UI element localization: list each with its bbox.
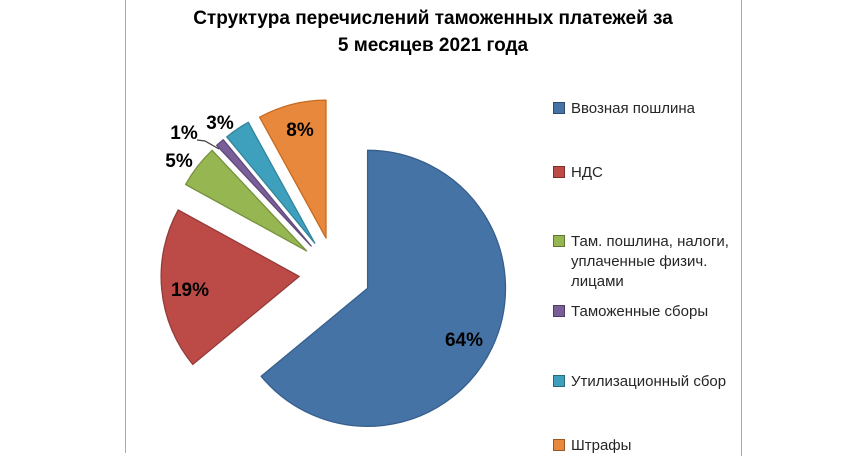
legend-swatch	[553, 439, 565, 451]
legend-swatch	[553, 102, 565, 114]
legend-item-1[interactable]: НДС	[553, 163, 603, 183]
pie-slice-1[interactable]	[160, 209, 300, 366]
legend-item-4[interactable]: Утилизационный сбор	[553, 372, 726, 392]
chart-title: Структура перечислений таможенных платеж…	[193, 8, 673, 56]
legend-swatch	[553, 305, 565, 317]
legend: Ввозная пошлина НДС Там. пошлина, налоги, …	[553, 0, 739, 461]
legend-item-label: НДС	[571, 164, 603, 181]
pie-slice-3[interactable]	[216, 139, 312, 247]
legend-item-label: Штрафы	[571, 437, 632, 454]
legend-swatch	[553, 235, 565, 247]
pie-data-label: 5%	[165, 151, 193, 172]
pie-data-label: 3%	[206, 113, 234, 134]
pie-data-label: 8%	[286, 120, 314, 141]
pie-slice-2[interactable]	[184, 149, 308, 252]
pie-data-label: 1%	[170, 123, 198, 144]
chart-border-left	[125, 0, 126, 453]
legend-item-0[interactable]: Ввозная пошлина	[553, 99, 695, 119]
legend-item-2[interactable]: Там. пошлина, налоги, уплаченные физич. …	[553, 232, 729, 292]
pie-data-label: 19%	[170, 280, 210, 301]
pie-slice-4[interactable]	[226, 121, 316, 244]
legend-item-5[interactable]: Штрафы	[553, 436, 631, 456]
pie-data-label: 64%	[444, 330, 484, 351]
legend-item-label: Там. пошлина, налоги, уплаченные физич. …	[571, 233, 729, 290]
legend-item-label: Ввозная пошлина	[571, 100, 696, 117]
legend-item-label: Таможенные сборы	[571, 303, 709, 320]
chart-border-right	[741, 0, 742, 456]
pie-slice-0[interactable]	[260, 149, 507, 427]
legend-swatch	[553, 375, 565, 387]
legend-item-label: Утилизационный сбор	[571, 373, 727, 390]
legend-swatch	[553, 166, 565, 178]
pie-slice-5[interactable]	[258, 99, 327, 239]
leader-line-1-percent	[196, 139, 220, 150]
legend-item-3[interactable]: Таможенные сборы	[553, 302, 708, 322]
